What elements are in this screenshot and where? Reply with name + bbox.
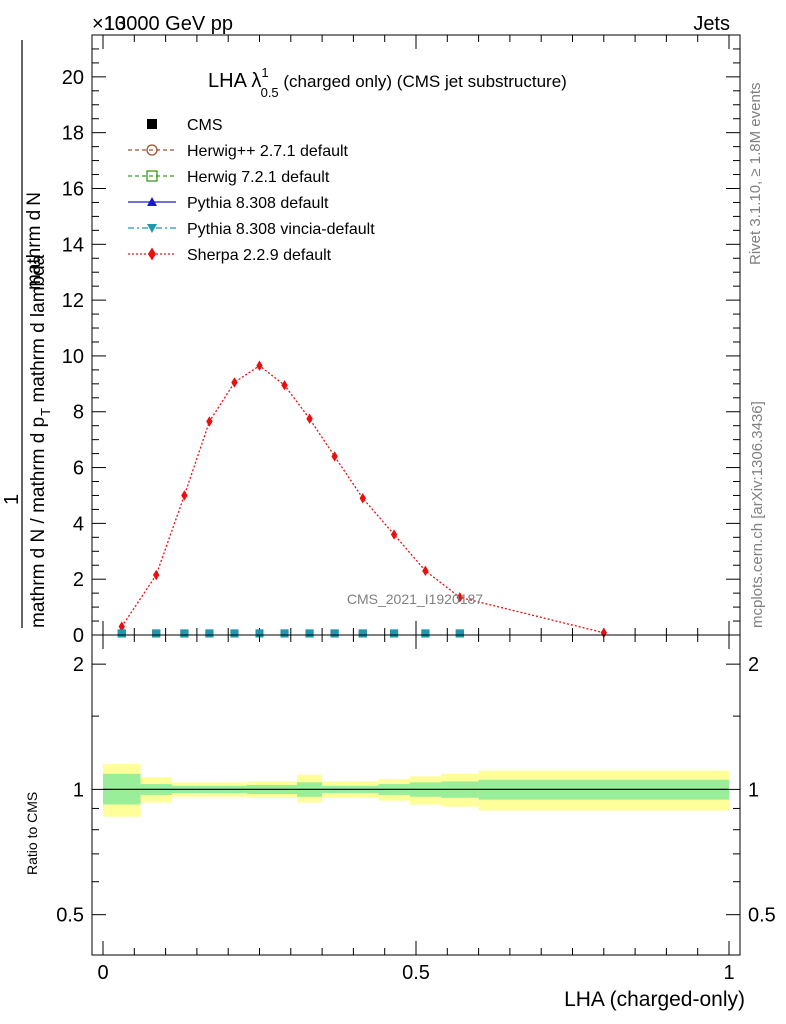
ratio-y-tick-label: 0.5: [56, 905, 84, 927]
x-tick-label: 0: [97, 962, 108, 984]
sherpa-point: [359, 493, 366, 504]
pythia-vincia-point: [358, 629, 367, 638]
y-tick-label: 8: [73, 402, 84, 424]
pythia-vincia-point: [421, 629, 430, 638]
ratio-y-axis: 0.5 0.5 1 1 2 2: [56, 654, 776, 927]
sherpa-point: [118, 621, 125, 632]
sherpa-point: [256, 360, 263, 371]
pythia-vincia-point: [330, 629, 339, 638]
sherpa-point: [153, 569, 160, 581]
y-tick-label: 4: [73, 513, 84, 535]
legend: CMS Herwig++ 2.7.1 default Herwig 7.2.1 de…: [128, 117, 375, 264]
pythia-vincia-point: [255, 629, 264, 638]
analysis-label: CMS_2021_I1920187: [347, 591, 483, 607]
ratio-y-label: Ratio to CMS: [24, 792, 40, 875]
ratio-x-axis: 0 0.5 1: [97, 635, 735, 984]
ratio-y-tick-label: 1: [73, 779, 84, 801]
pythia-vincia-point: [230, 629, 239, 638]
ratio-y-tick-label-right: 2: [748, 654, 759, 676]
sherpa-point: [600, 627, 607, 638]
legend-label: Herwig 7.2.1 default: [187, 169, 330, 186]
legend-marker: [148, 247, 156, 261]
main-x-axis: [102, 35, 730, 635]
exponent-label: ×10: [92, 13, 126, 35]
y-tick-label: 12: [62, 290, 84, 312]
y-tick-label: 16: [62, 178, 84, 200]
sherpa-point: [331, 451, 338, 462]
sherpa-point: [390, 529, 398, 540]
ratio-bands: [103, 764, 729, 817]
pythia-vincia-point: [305, 629, 314, 638]
rivet-label: Rivet 3.1.10, ≥ 1.8M events: [747, 83, 764, 266]
y-tick-label: 20: [62, 67, 84, 89]
legend-label: CMS: [187, 117, 223, 134]
y-label-upper: mathrm dN: [24, 192, 45, 290]
legend-label: Sherpa 2.2.9 default: [187, 247, 332, 264]
pythia-vincia-point: [117, 629, 126, 638]
legend-marker: [146, 144, 158, 156]
y-tick-label: 10: [62, 346, 84, 368]
legend-marker: [147, 224, 157, 233]
sherpa-line: [121, 364, 604, 634]
main-plot: 0 2 4 6 8 10 12 14 16 18 20: [62, 34, 741, 647]
process-label: Jets: [693, 13, 730, 35]
chart-title: LHA λ1 0.5 (charged only) (CMS jet substr…: [208, 65, 567, 100]
ratio-y-tick-label-right: 0.5: [748, 905, 776, 927]
y-tick-label: 14: [62, 234, 84, 256]
legend-label: Pythia 8.308 default: [187, 195, 329, 212]
pythia-vincia-point: [280, 629, 289, 638]
ratio-y-tick-label-right: 1: [748, 779, 759, 801]
pythia-vincia-point: [152, 629, 161, 638]
pythia-vincia-point: [180, 629, 189, 638]
pythia-vincia-point: [205, 629, 214, 638]
sherpa-point: [422, 565, 429, 577]
pythia-vincia-point: [455, 629, 464, 638]
y-label-denominator: mathrm d N / mathrm d pT mathrm d lambda: [28, 254, 53, 628]
y-tick-label: 0: [73, 625, 84, 647]
sherpa-point: [206, 416, 213, 427]
sherpa-point: [281, 380, 288, 391]
legend-marker: [147, 197, 157, 206]
ratio-plot: 0.5 0.51 12 2 0 0.5 1: [56, 634, 776, 984]
x-axis-label: LHA (charged-only): [564, 988, 745, 1011]
sherpa-point: [306, 413, 313, 424]
y-label-numerator: 1: [1, 494, 23, 505]
y-tick-label: 2: [73, 569, 84, 591]
pythia-vincia-point: [390, 629, 399, 638]
legend-marker: [147, 119, 157, 129]
legend-label: Herwig++ 2.7.1 default: [187, 143, 349, 160]
main-y-label: 1 mathrm d N / mathrm d pT mathrm d lamb…: [1, 40, 53, 628]
sherpa-point: [456, 592, 464, 603]
sherpa-point: [231, 377, 238, 388]
legend-label: Pythia 8.308 vincia-default: [187, 221, 375, 238]
x-tick-label: 0.5: [402, 962, 430, 984]
x-tick-label: 1: [723, 962, 734, 984]
y-tick-label: 6: [73, 458, 84, 480]
y-tick-label: 18: [62, 123, 84, 145]
main-series: [117, 360, 607, 638]
collision-label: 13000 GeV pp: [104, 13, 233, 35]
sherpa-point: [181, 490, 188, 501]
ratio-y-tick-label: 2: [73, 654, 84, 676]
legend-marker: [146, 170, 158, 182]
mcplots-label: mcplots.cern.ch [arXiv:1306.3436]: [749, 401, 766, 628]
main-y-axis: 0 2 4 6 8 10 12 14 16 18 20: [62, 48, 740, 647]
